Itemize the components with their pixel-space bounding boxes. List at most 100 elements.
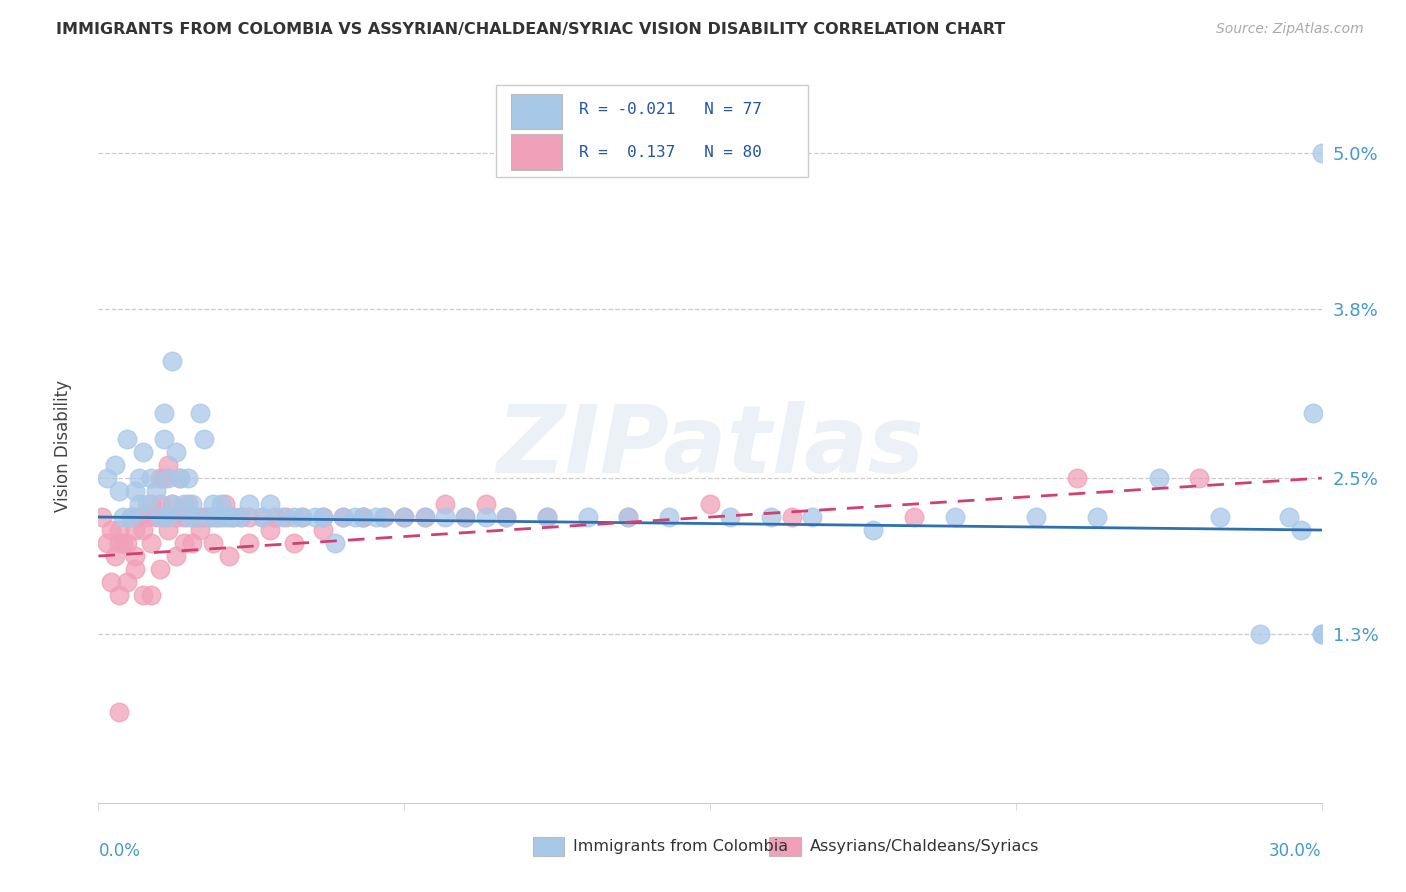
Point: [332, 510, 354, 524]
Point: [373, 510, 395, 524]
Point: [160, 354, 183, 368]
Point: [222, 510, 245, 524]
Point: [495, 510, 517, 524]
Point: [352, 510, 374, 524]
Point: [214, 510, 236, 524]
Point: [1066, 471, 1088, 485]
Point: [124, 484, 146, 499]
Point: [181, 510, 204, 524]
Point: [1310, 627, 1333, 641]
Point: [169, 471, 191, 485]
Point: [132, 523, 155, 537]
Text: Assyrians/Chaldeans/Syriacs: Assyrians/Chaldeans/Syriacs: [810, 839, 1039, 854]
Point: [1085, 510, 1108, 524]
Point: [201, 497, 224, 511]
Point: [238, 510, 260, 524]
Point: [658, 510, 681, 524]
Point: [780, 510, 803, 524]
Point: [250, 510, 273, 524]
Point: [152, 471, 174, 485]
Point: [96, 471, 118, 485]
Point: [454, 510, 477, 524]
Point: [1278, 510, 1301, 524]
Point: [156, 510, 179, 524]
Point: [181, 497, 204, 511]
Point: [108, 588, 131, 602]
Point: [177, 497, 200, 511]
Point: [152, 406, 174, 420]
Point: [209, 497, 232, 511]
Point: [250, 510, 273, 524]
Point: [259, 497, 281, 511]
Point: [352, 510, 374, 524]
Point: [270, 510, 294, 524]
Point: [474, 510, 498, 524]
Text: 30.0%: 30.0%: [1270, 842, 1322, 860]
Point: [188, 510, 212, 524]
Point: [259, 523, 281, 537]
Point: [201, 510, 224, 524]
Point: [186, 510, 208, 524]
Point: [263, 510, 285, 524]
Point: [209, 510, 232, 524]
Point: [149, 510, 172, 524]
Point: [152, 510, 174, 524]
Point: [132, 588, 155, 602]
Point: [218, 510, 240, 524]
Point: [141, 497, 163, 511]
Point: [186, 510, 208, 524]
Point: [392, 510, 416, 524]
Point: [188, 406, 212, 420]
Point: [177, 510, 200, 524]
Point: [434, 497, 457, 511]
Point: [149, 497, 172, 511]
Point: [761, 510, 783, 524]
Text: 0.0%: 0.0%: [98, 842, 141, 860]
Text: R = -0.021   N = 77: R = -0.021 N = 77: [579, 103, 762, 118]
Point: [1310, 627, 1333, 641]
Point: [1209, 510, 1232, 524]
Point: [193, 432, 215, 446]
Point: [576, 510, 599, 524]
Point: [173, 510, 195, 524]
Point: [617, 510, 640, 524]
Point: [120, 510, 142, 524]
Point: [108, 705, 131, 719]
Point: [149, 562, 172, 576]
Bar: [533, 837, 564, 856]
Point: [128, 510, 150, 524]
Point: [323, 536, 346, 550]
Point: [231, 510, 253, 524]
Point: [373, 510, 395, 524]
Point: [136, 497, 159, 511]
Point: [124, 549, 146, 563]
Point: [104, 458, 127, 472]
Point: [201, 536, 224, 550]
Point: [197, 510, 219, 524]
Point: [156, 471, 179, 485]
Point: [104, 549, 127, 563]
Point: [173, 536, 195, 550]
Point: [332, 510, 354, 524]
Point: [145, 510, 167, 524]
Point: [156, 523, 179, 537]
Bar: [510, 135, 562, 169]
FancyBboxPatch shape: [496, 85, 808, 178]
Point: [149, 471, 172, 485]
Text: Immigrants from Colombia: Immigrants from Colombia: [574, 839, 789, 854]
Point: [1147, 471, 1170, 485]
Point: [434, 510, 457, 524]
Point: [145, 484, 167, 499]
Point: [177, 471, 200, 485]
Point: [1249, 627, 1271, 641]
Point: [115, 536, 138, 550]
Point: [205, 510, 228, 524]
Point: [218, 549, 240, 563]
Point: [100, 574, 122, 589]
Point: [124, 523, 146, 537]
Point: [474, 497, 498, 511]
Point: [124, 562, 146, 576]
Text: Vision Disability: Vision Disability: [55, 380, 72, 512]
Point: [1310, 146, 1333, 161]
Point: [413, 510, 436, 524]
